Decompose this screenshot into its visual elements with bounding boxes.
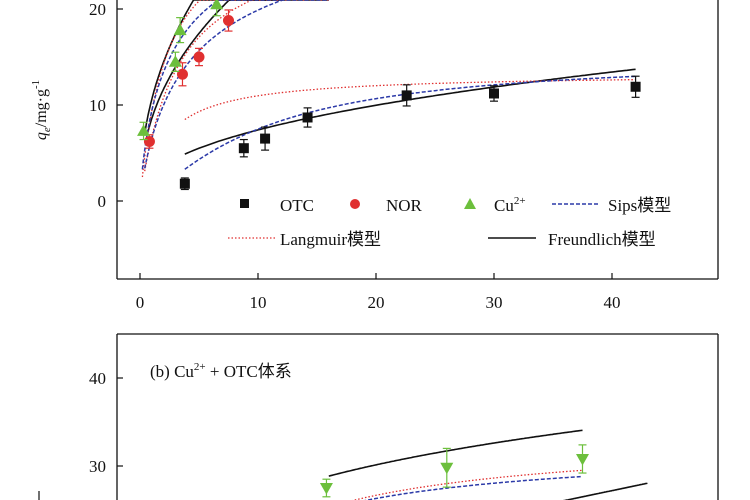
otc-sips-curve — [184, 75, 636, 170]
cu-freundlich-curve — [143, 0, 282, 134]
annotation-prefix: (b) Cu — [150, 362, 194, 381]
ylabel-exponent: -1 — [30, 80, 42, 89]
point-marker — [630, 81, 641, 92]
point-marker — [319, 483, 333, 495]
legend-otc-label: OTC — [280, 196, 314, 215]
data-point — [193, 47, 205, 67]
b-freundlich-curve-1 — [328, 429, 583, 477]
panel-b: 30 40 (b) Cu2+ + OTC体系 — [38, 333, 719, 500]
legend-otc-marker — [240, 199, 249, 208]
ylabel-subscript: e — [41, 127, 53, 132]
otc-freundlich-curve — [184, 68, 636, 155]
point-marker — [238, 143, 249, 154]
data-point — [319, 478, 333, 498]
point-marker — [193, 51, 205, 63]
data-point — [302, 107, 313, 128]
point-marker — [223, 15, 234, 27]
data-point — [223, 9, 234, 32]
point-marker — [440, 462, 454, 475]
legend-cu-label: Cu2+ — [494, 195, 526, 215]
point-marker — [210, 0, 224, 10]
data-point — [576, 444, 589, 474]
point-marker — [143, 135, 155, 147]
b-freundlich-curve-2 — [563, 482, 648, 500]
point-marker — [489, 88, 499, 99]
legend-langmuir-label: Langmuir模型 — [280, 230, 381, 249]
legend-freundlich-label: Freundlich模型 — [548, 230, 656, 249]
legend-cu-sup: 2+ — [514, 195, 526, 207]
point-marker — [176, 68, 188, 80]
b-langmuir-curve — [352, 469, 583, 500]
ylabel-q: q — [33, 132, 50, 140]
point-marker — [576, 453, 589, 466]
data-point — [143, 134, 155, 149]
legend-item-langmuir: Langmuir模型 — [228, 230, 381, 249]
y-tick-label: 0 — [98, 192, 107, 211]
x-tick-label: 30 — [486, 293, 503, 312]
x-tick-label: 20 — [368, 293, 385, 312]
point-marker — [137, 124, 151, 136]
data-point — [489, 85, 499, 102]
y-tick-label: 10 — [89, 96, 106, 115]
legend-sips-label: Sips模型 — [608, 196, 671, 215]
annotation-suffix: + OTC体系 — [206, 362, 292, 381]
x-tick-label: 0 — [136, 293, 145, 312]
legend: OTC NOR Cu2+ Sips模型 Langmuir模型 Freundlic… — [228, 195, 671, 249]
y-tick-label: 30 — [89, 457, 106, 476]
data-point — [176, 62, 188, 87]
ylabel-unit: /mg·g — [33, 89, 50, 127]
data-point — [401, 84, 412, 107]
data-point — [168, 51, 182, 73]
y-tick-label: 20 — [89, 0, 106, 19]
data-point — [137, 121, 151, 141]
point-marker — [302, 112, 313, 123]
point-marker — [401, 90, 412, 101]
legend-nor-marker — [350, 199, 360, 209]
b-sips-curve — [363, 475, 583, 500]
legend-item-freundlich: Freundlich模型 — [488, 230, 656, 249]
data-point — [238, 138, 249, 158]
data-point — [630, 75, 641, 98]
legend-item-sips: Sips模型 — [552, 196, 671, 215]
panel-a-ylabel: qe/mg·g-1 — [30, 80, 53, 140]
data-point — [179, 177, 190, 191]
legend-nor-label: NOR — [386, 196, 423, 215]
x-tick-label: 10 — [250, 293, 267, 312]
legend-item-otc: OTC — [240, 196, 314, 215]
point-marker — [173, 23, 187, 36]
nor-sips-curve — [143, 0, 329, 169]
panel-b-annotation: (b) Cu2+ + OTC体系 — [150, 361, 292, 381]
cu-sips-curve — [141, 0, 282, 170]
nor-langmuir-curve — [144, 0, 329, 172]
data-point — [260, 126, 271, 151]
legend-cu-base: Cu — [494, 196, 514, 215]
point-marker — [260, 133, 271, 144]
point-marker — [168, 55, 182, 67]
data-point — [440, 447, 454, 488]
legend-item-cu: Cu2+ — [464, 195, 526, 215]
x-tick-label: 40 — [604, 293, 621, 312]
legend-cu-marker — [464, 198, 476, 209]
data-point — [173, 17, 187, 44]
data-point — [210, 0, 224, 17]
y-tick-label: 40 — [89, 369, 106, 388]
annotation-sup: 2+ — [194, 361, 206, 373]
legend-item-nor: NOR — [350, 196, 423, 215]
point-marker — [179, 178, 190, 189]
